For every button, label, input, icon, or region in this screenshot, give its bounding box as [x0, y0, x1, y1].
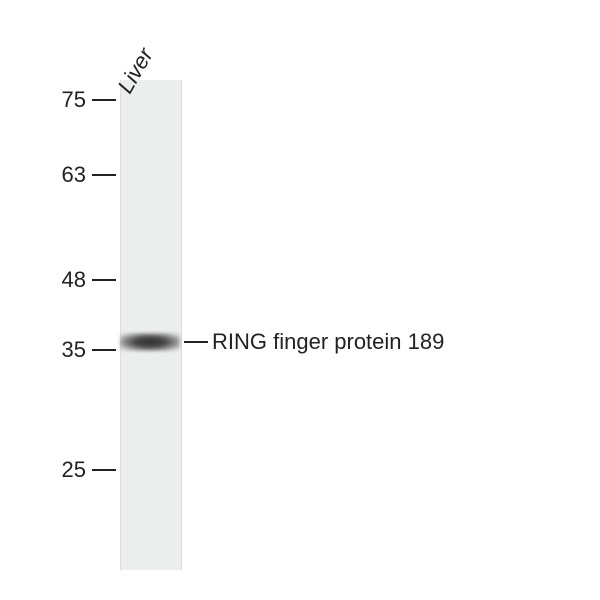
mw-tick-75 [92, 99, 116, 101]
mw-label-25: 25 [62, 457, 86, 483]
blot-lane [120, 80, 182, 570]
mw-label-48: 48 [62, 267, 86, 293]
mw-tick-25 [92, 469, 116, 471]
western-blot-figure: Liver 7563483525 RING finger protein 189 [0, 0, 600, 600]
mw-tick-48 [92, 279, 116, 281]
protein-band [120, 333, 180, 351]
band-tick [184, 341, 208, 343]
mw-label-35: 35 [62, 337, 86, 363]
mw-tick-35 [92, 349, 116, 351]
mw-label-75: 75 [62, 87, 86, 113]
mw-tick-63 [92, 174, 116, 176]
mw-label-63: 63 [62, 162, 86, 188]
band-label: RING finger protein 189 [212, 329, 444, 355]
